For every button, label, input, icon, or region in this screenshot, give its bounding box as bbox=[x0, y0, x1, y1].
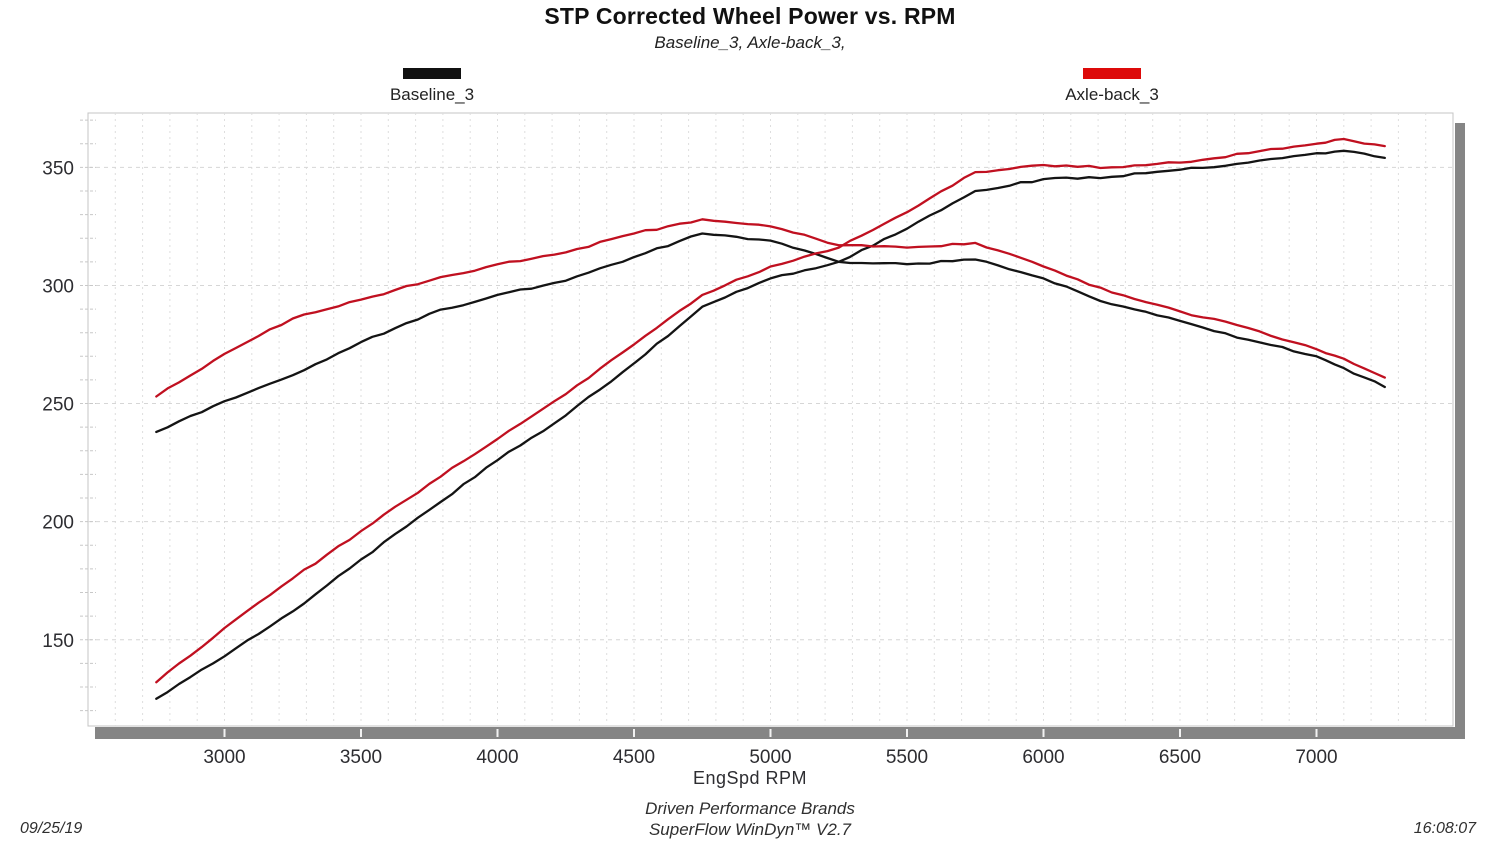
x-tick-mark bbox=[769, 729, 772, 737]
series-curve-baseline-3-wheel-power bbox=[155, 149, 1386, 700]
series-curve-axle-back-3-wheel-power bbox=[155, 137, 1386, 684]
series-curve-baseline-3-wheel-torque bbox=[155, 232, 1386, 434]
x-tick-label: 4000 bbox=[476, 747, 518, 768]
footer-time: 16:08:07 bbox=[1413, 820, 1476, 837]
y-axis-scrollbar[interactable] bbox=[1455, 123, 1465, 739]
x-tick-mark bbox=[496, 729, 499, 737]
footer-date: 09/25/19 bbox=[20, 820, 83, 837]
legend-item-baseline: Baseline_3 bbox=[352, 68, 512, 105]
legend-label-baseline: Baseline_3 bbox=[389, 85, 475, 104]
y-tick-label: 300 bbox=[42, 276, 74, 297]
legend-swatch-axleback-icon bbox=[1083, 68, 1141, 79]
x-tick-label: 4500 bbox=[613, 747, 655, 768]
footer-software: SuperFlow WinDyn™ V2.7 bbox=[648, 820, 852, 839]
page-title: STP Corrected Wheel Power vs. RPM bbox=[544, 3, 956, 29]
x-tick-label: 6500 bbox=[1159, 747, 1201, 768]
x-tick-mark bbox=[223, 729, 226, 737]
x-axis-title: EngSpd RPM bbox=[692, 768, 808, 788]
y-tick-label: 200 bbox=[42, 513, 74, 534]
legend-swatch-baseline-icon bbox=[403, 68, 461, 79]
x-tick-mark bbox=[1315, 729, 1318, 737]
legend-item-axleback: Axle-back_3 bbox=[1032, 68, 1192, 105]
y-tick-label: 250 bbox=[42, 395, 74, 416]
y-tick-label: 150 bbox=[42, 631, 74, 652]
x-tick-mark bbox=[360, 729, 362, 737]
x-tick-mark bbox=[906, 729, 908, 737]
x-tick-mark bbox=[1179, 729, 1181, 737]
x-axis-scrollbar[interactable] bbox=[95, 727, 1465, 739]
x-tick-mark bbox=[633, 729, 635, 737]
x-tick-label: 3500 bbox=[340, 747, 382, 768]
x-tick-label: 6000 bbox=[1022, 747, 1064, 768]
x-tick-label: 5500 bbox=[886, 747, 928, 768]
x-tick-label: 3000 bbox=[203, 747, 245, 768]
chart-subtitle: Baseline_3, Axle-back_3, bbox=[654, 33, 846, 52]
x-tick-label: 5000 bbox=[749, 747, 791, 768]
series-curve-axle-back-3-wheel-torque bbox=[155, 218, 1386, 398]
legend-label-axleback: Axle-back_3 bbox=[1065, 85, 1159, 104]
footer-brand: Driven Performance Brands bbox=[645, 799, 855, 818]
y-tick-label: 350 bbox=[42, 158, 74, 179]
x-tick-label: 7000 bbox=[1295, 747, 1337, 768]
x-tick-mark bbox=[1042, 729, 1045, 737]
